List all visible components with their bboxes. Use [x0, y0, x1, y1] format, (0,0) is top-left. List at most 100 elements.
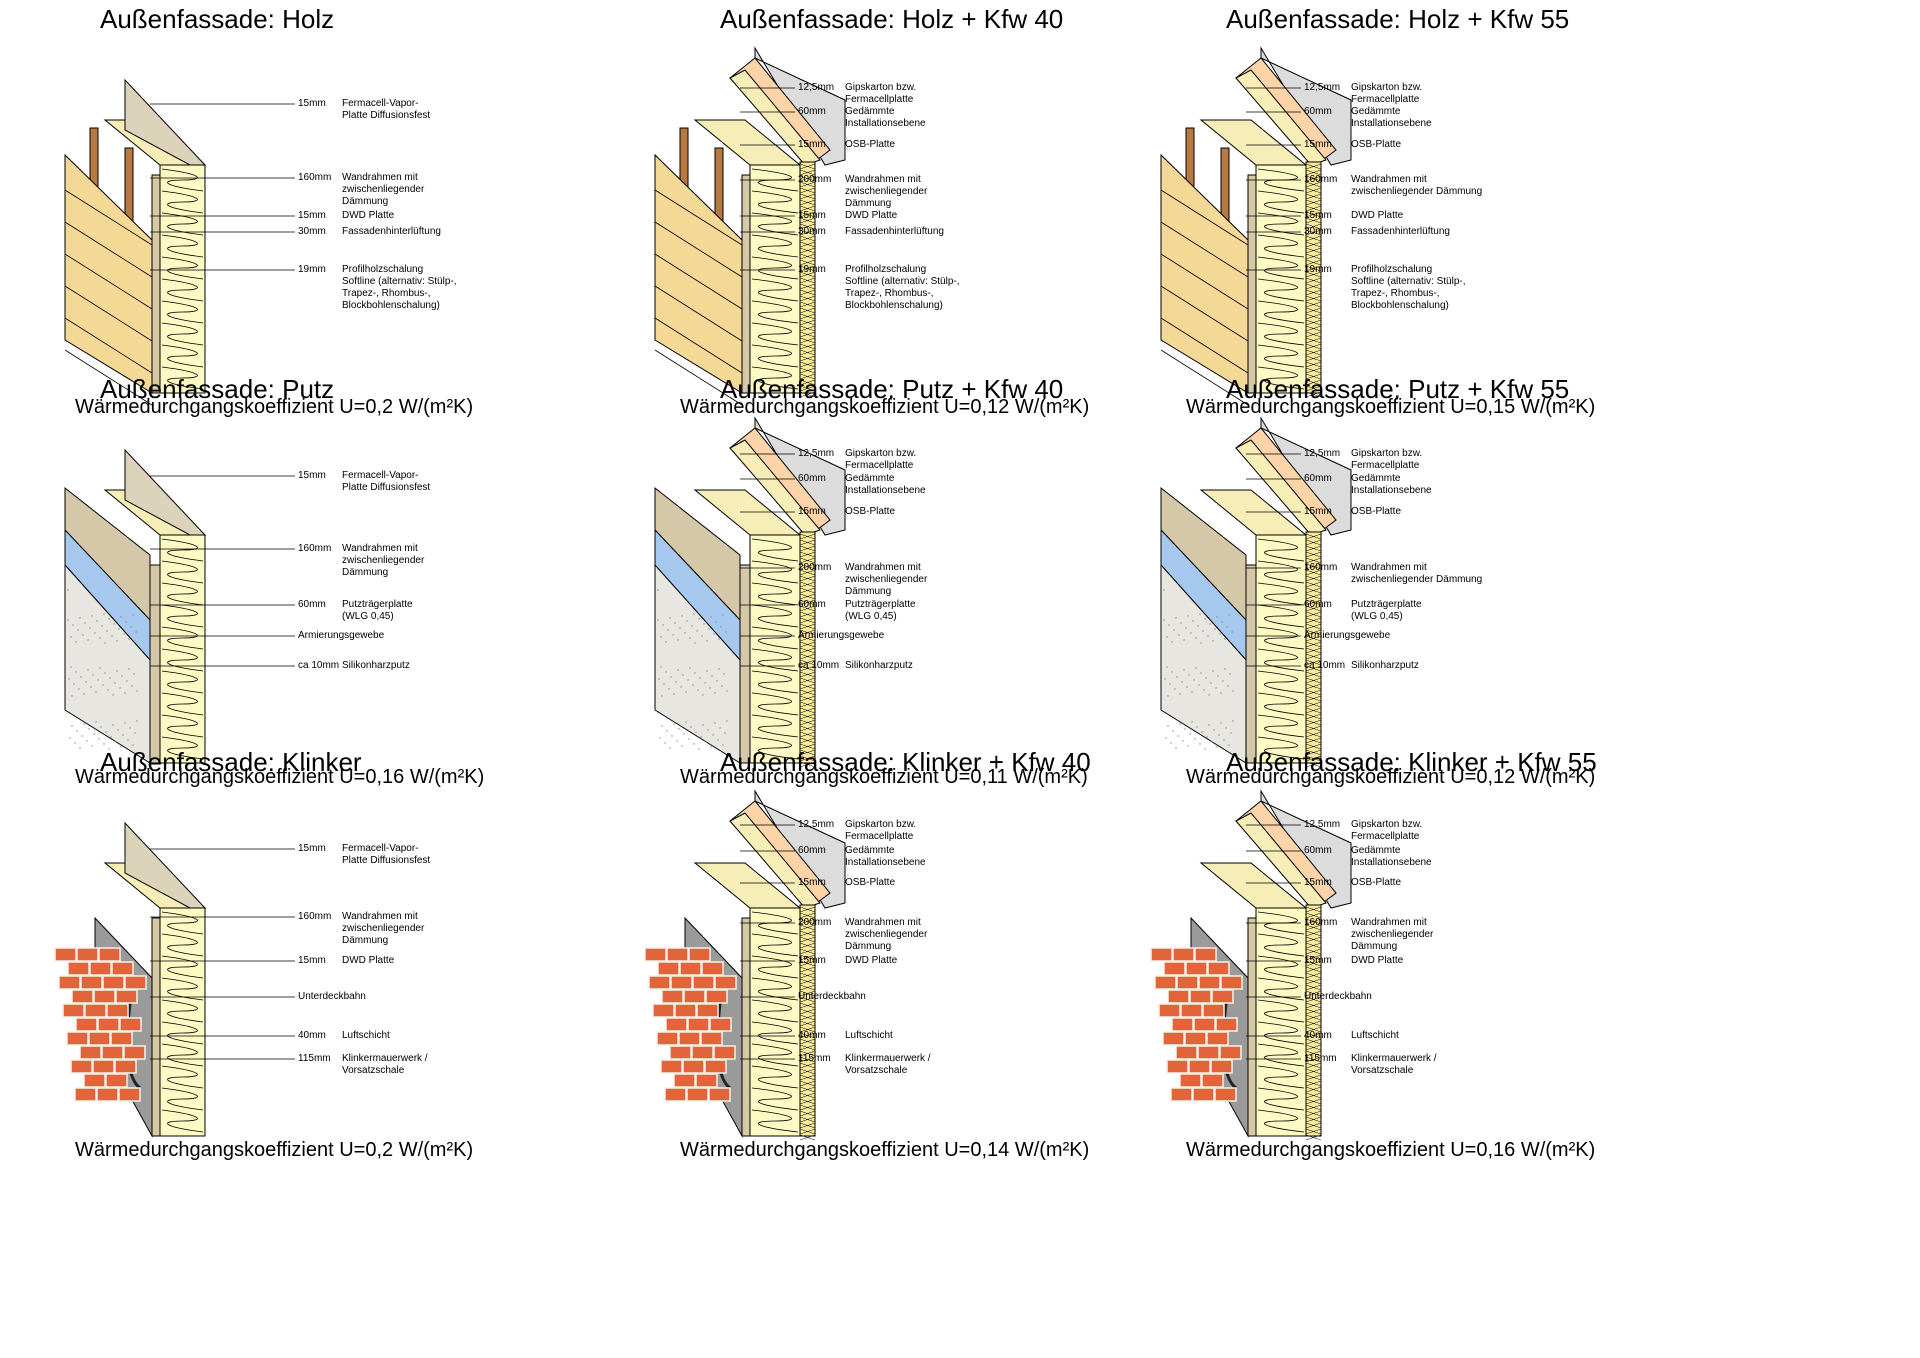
brick [62, 1003, 85, 1018]
layer-thickness: 160mm [298, 172, 332, 183]
putz-board-edge [149, 564, 161, 764]
brick [1210, 1059, 1233, 1074]
render-grain [1180, 622, 1182, 624]
layer-thickness: 15mm [798, 210, 826, 221]
layer-thickness: 30mm [798, 226, 826, 237]
brick [88, 1031, 111, 1046]
render-grain [1202, 630, 1204, 632]
u-value-caption: Wärmedurchgangskoeffizient U=0,11 W/(m²K… [680, 766, 1088, 788]
render-grain [665, 671, 667, 673]
layer-thickness: 40mm [298, 1030, 326, 1041]
dwd-board [1247, 174, 1257, 394]
render-grain [1205, 677, 1207, 679]
render-grain [703, 623, 705, 625]
render-grain [1169, 683, 1171, 685]
layer-thickness: 15mm [798, 506, 826, 517]
layer-label: OSB-Platte [1351, 139, 1402, 150]
cladding-joint [64, 317, 153, 374]
brick [678, 1031, 701, 1046]
wall-section-drawing [654, 416, 846, 768]
brick [110, 1031, 133, 1046]
render-grain [134, 732, 136, 734]
layer-label: Profilholzschalung Softline (alternativ:… [342, 264, 457, 311]
render-grain [121, 675, 123, 677]
brick [696, 1003, 719, 1018]
render-grain [1204, 748, 1206, 750]
render-grain [1181, 681, 1183, 683]
render-grain [103, 613, 105, 615]
render-grain [1228, 614, 1230, 616]
render-grain [1188, 674, 1190, 676]
layer-thickness: 60mm [798, 106, 826, 117]
insulation-symbol [751, 538, 799, 760]
panel-title: Außenfassade: Klinker + Kfw 40 [720, 747, 1091, 777]
osb-face [729, 69, 821, 166]
brick [683, 989, 706, 1004]
render-grain [1171, 671, 1173, 673]
render-grain [1229, 673, 1231, 675]
render-grain [1164, 678, 1166, 680]
render-grain [71, 725, 73, 727]
render-grain [1203, 689, 1205, 691]
layer-label: DWD Platte [342, 210, 395, 221]
render-grain [102, 684, 104, 686]
render-grain [718, 638, 720, 640]
render-grain [665, 641, 667, 643]
render-grain [677, 669, 679, 671]
osb-face [1235, 812, 1327, 909]
brick [97, 1017, 120, 1032]
cladding-joint [654, 349, 743, 406]
brick [71, 989, 94, 1004]
render-grain [679, 627, 681, 629]
brick [1220, 975, 1243, 990]
render-grain [1214, 628, 1216, 630]
insulation-layer [159, 907, 206, 1137]
render-grain [108, 748, 110, 750]
layer-thickness: 15mm [1304, 877, 1332, 888]
render-grain [96, 620, 98, 622]
layer-thickness: ca 10mm [1304, 660, 1346, 671]
render-grain [680, 686, 682, 688]
u-value-caption: Wärmedurchgangskoeffizient U=0,14 W/(m²K… [680, 1139, 1090, 1161]
brick [74, 1087, 97, 1102]
render-grain [673, 723, 675, 725]
render-grain [1213, 729, 1215, 731]
panel-putz40: Außenfassade: Putz + Kfw 40 12,5mm Gipskar… [560, 370, 1180, 820]
layer-label: OSB-Platte [845, 877, 896, 888]
render-grain [726, 720, 728, 722]
render-grain [91, 745, 93, 747]
insulation-symbol [1257, 538, 1305, 760]
render-grain [693, 613, 695, 615]
render-grain [1223, 739, 1225, 741]
render-grain [721, 685, 723, 687]
panel-holz55: Außenfassade: Holz + Kfw 55 12,5mm Gipskar… [1066, 0, 1686, 450]
brick [66, 1031, 89, 1046]
brick [1207, 961, 1230, 976]
layer-thickness: 115mm [798, 1053, 831, 1064]
cladding-joint [64, 253, 153, 310]
render-grain [100, 726, 102, 728]
render-grain [1209, 623, 1211, 625]
layer-thickness: 60mm [1304, 473, 1332, 484]
render-grain [1179, 693, 1181, 695]
render-grain [702, 724, 704, 726]
render-grain [1198, 684, 1200, 686]
layer-label: Gipskarton bzw. Fermacellplatte [845, 82, 917, 105]
dwd-board [741, 174, 751, 394]
cladding-joint [64, 349, 153, 406]
brick [695, 1073, 718, 1088]
render-grain [1216, 746, 1218, 748]
layer-thickness: 15mm [298, 843, 326, 854]
brick [682, 1059, 705, 1074]
render-grain [95, 721, 97, 723]
layer-label: Klinkermauerwerk / Vorsatzschale [1351, 1053, 1437, 1076]
brick [1163, 961, 1186, 976]
render-grain [128, 668, 130, 670]
cladding-joint [1160, 285, 1249, 342]
render-grain [674, 622, 676, 624]
brick [105, 1073, 128, 1088]
layer-label: Fermacell-Vapor- Platte Diffusionsfest [342, 843, 431, 866]
render-grain [99, 637, 101, 639]
installation-hatch [799, 904, 816, 1137]
render-grain [132, 614, 134, 616]
